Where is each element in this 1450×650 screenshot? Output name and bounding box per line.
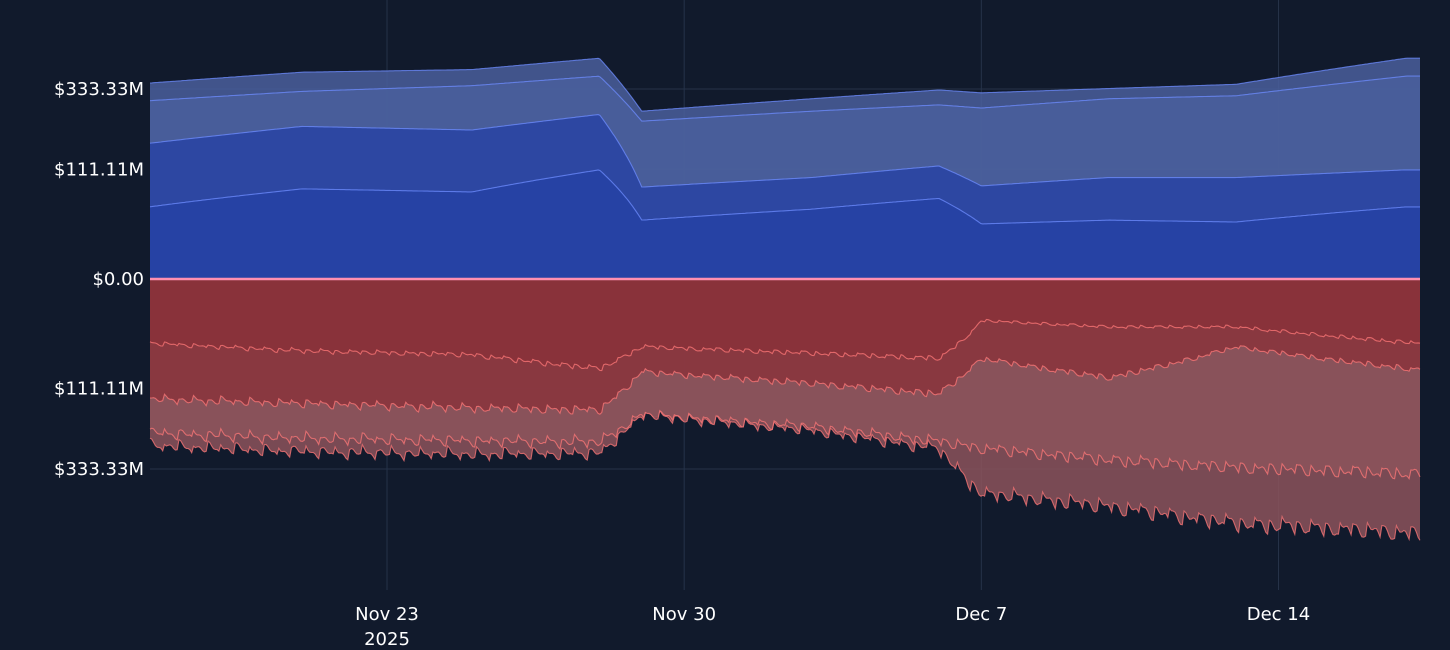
x-tick-label-0: Nov 23 (355, 604, 419, 625)
positive-line-3 (149, 169, 1420, 225)
x-tick-label-1: Nov 30 (652, 604, 716, 625)
x-tick-label-2: Dec 7 (955, 604, 1007, 625)
y-tick-label-1: $111.11M (54, 159, 144, 180)
negative-line-1 (149, 345, 1421, 415)
y-tick-label-0: $333.33M (54, 79, 144, 100)
positive-line-2 (149, 114, 1420, 188)
negative-line-3 (149, 409, 1421, 542)
negative-line-2 (149, 409, 1421, 481)
positive-area-series (149, 57, 1420, 280)
negative-line-0 (149, 318, 1421, 372)
y-tick-label-4: $333.33M (54, 459, 144, 480)
negative-area-series (149, 279, 1421, 542)
positive-line-0 (149, 57, 1420, 112)
x-tick-sublabel-0: 2025 (364, 629, 410, 650)
x-axis-labels: Nov 23 2025 Nov 30 Dec 7 Dec 14 (355, 604, 1310, 650)
positive-area-3 (150, 170, 1420, 279)
y-axis-labels: $333.33M $111.11M $0.00 $111.11M $333.33M (54, 79, 144, 480)
negative-area-0 (150, 279, 1420, 371)
y-tick-label-2: $0.00 (92, 269, 144, 290)
y-tick-label-3: $111.11M (54, 379, 144, 400)
x-tick-label-3: Dec 14 (1247, 604, 1310, 625)
positive-line-1 (149, 75, 1420, 122)
